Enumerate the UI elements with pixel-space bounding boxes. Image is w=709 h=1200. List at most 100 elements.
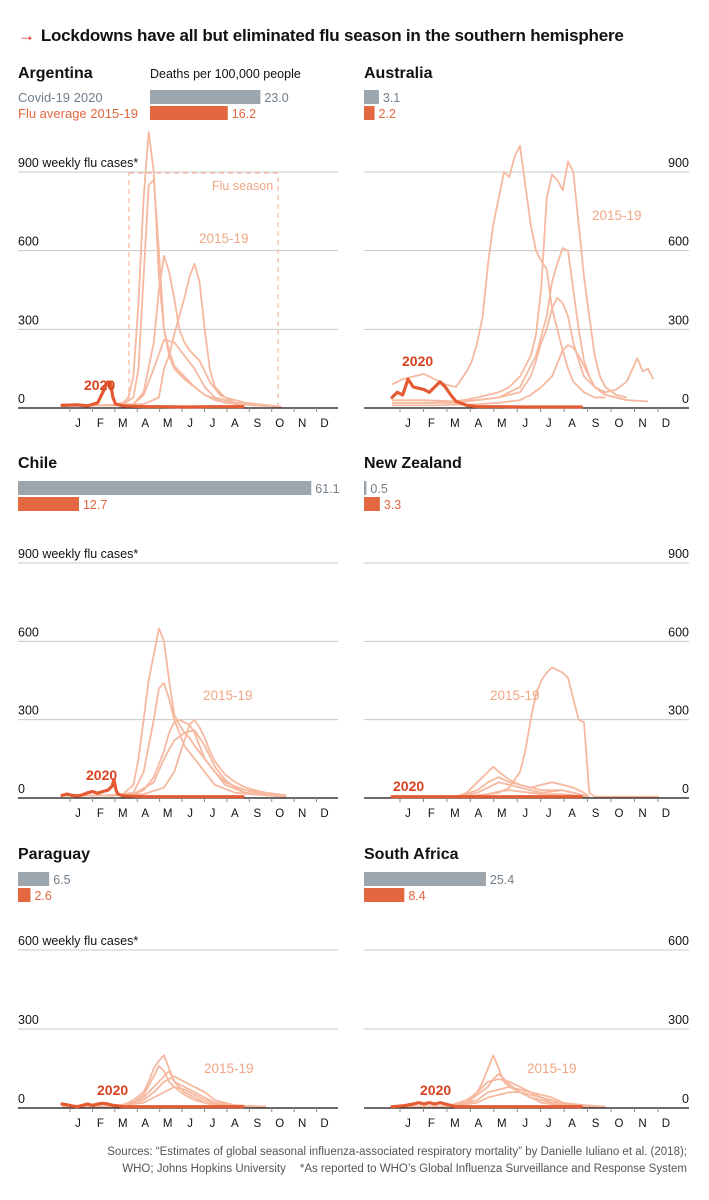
australia-series-2015-19-5 bbox=[392, 344, 649, 407]
argentina-country-title: Argentina bbox=[18, 65, 93, 82]
south-africa-label-2020: 2020 bbox=[420, 1082, 451, 1098]
south-africa-month-label: N bbox=[638, 1118, 646, 1130]
paraguay-flu-deaths-bar bbox=[18, 888, 31, 902]
paraguay-y-tick-label: 300 bbox=[18, 1013, 39, 1027]
chile-series-2015-19-4 bbox=[62, 718, 287, 797]
south-africa-month-label: M bbox=[497, 1118, 507, 1130]
chile-month-label: F bbox=[97, 808, 104, 820]
chile-month-label: O bbox=[275, 808, 284, 820]
australia-month-label: J bbox=[522, 418, 528, 430]
australia-month-label: J bbox=[405, 418, 411, 430]
chile-month-label: D bbox=[320, 808, 328, 820]
new-zealand-month-label: J bbox=[546, 808, 552, 820]
south-africa-series-2015-19-5 bbox=[392, 1091, 606, 1108]
legend-flu-label: Flu average 2015-19 bbox=[18, 106, 138, 121]
south-africa-month-label: F bbox=[428, 1118, 435, 1130]
argentina-month-label: O bbox=[275, 418, 284, 430]
paraguay-y-axis-label: 600 weekly flu cases* bbox=[18, 934, 138, 948]
south-africa-series-2020 bbox=[390, 1101, 583, 1109]
south-africa-series-2015-19-3 bbox=[392, 1078, 606, 1108]
new-zealand-y-tick-label: 600 bbox=[668, 625, 689, 639]
argentina-month-label: N bbox=[298, 418, 306, 430]
paraguay-flu-deaths-label: 2.6 bbox=[34, 889, 51, 903]
argentina-month-label: F bbox=[97, 418, 104, 430]
australia-label-2015-19: 2015-19 bbox=[592, 208, 642, 223]
chile-series-2020 bbox=[60, 778, 245, 799]
australia-month-label: N bbox=[638, 418, 646, 430]
new-zealand-month-label: O bbox=[615, 808, 624, 820]
new-zealand-y-tick-label: 900 bbox=[668, 547, 689, 561]
argentina-month-label: J bbox=[187, 418, 193, 430]
south-africa-month-label: J bbox=[522, 1118, 528, 1130]
australia-series-2020 bbox=[390, 377, 583, 409]
chart-title: → Lockdowns have all but eliminated flu s… bbox=[18, 26, 624, 46]
new-zealand-covid-deaths-bar bbox=[364, 481, 367, 495]
australia-series-2015-19-1 bbox=[391, 144, 606, 399]
deaths-header: Deaths per 100,000 people bbox=[150, 67, 301, 81]
chile-label-2015-19: 2015-19 bbox=[203, 688, 253, 703]
south-africa-month-label: D bbox=[662, 1118, 670, 1130]
new-zealand-label-2015-19: 2015-19 bbox=[490, 688, 540, 703]
new-zealand-series-2015-19-3 bbox=[392, 776, 590, 798]
australia-country-title: Australia bbox=[364, 65, 433, 82]
chile-y-axis-label: 900 weekly flu cases* bbox=[18, 547, 138, 561]
new-zealand-month-label: J bbox=[405, 808, 411, 820]
chile-month-label: J bbox=[187, 808, 193, 820]
new-zealand-month-label: F bbox=[428, 808, 435, 820]
paraguay-month-label: A bbox=[141, 1118, 149, 1130]
paraguay-series-2020 bbox=[60, 1101, 245, 1109]
argentina-month-label: M bbox=[163, 418, 173, 430]
paraguay-month-label: O bbox=[275, 1118, 284, 1130]
argentina-flu-season-box bbox=[128, 172, 279, 409]
australia-y-tick-label: 900 bbox=[668, 156, 689, 170]
south-africa-country-title: South Africa bbox=[364, 846, 459, 863]
new-zealand-flu-deaths-bar bbox=[364, 497, 380, 511]
south-africa-month-label: J bbox=[546, 1118, 552, 1130]
chart-title-text: Lockdowns have all but eliminated flu se… bbox=[40, 26, 624, 45]
chile-covid-deaths-label: 61.1 bbox=[315, 482, 339, 496]
argentina-month-label: A bbox=[141, 418, 149, 430]
chile-series-2015-19-5 bbox=[62, 729, 287, 797]
new-zealand-month-label: S bbox=[592, 808, 600, 820]
australia-y-tick-label: 0 bbox=[682, 392, 689, 406]
south-africa-label-2015-19: 2015-19 bbox=[527, 1061, 577, 1076]
arrow-right-icon: → bbox=[18, 26, 35, 45]
australia-month-label: D bbox=[662, 418, 670, 430]
paraguay-y-tick-label: 0 bbox=[18, 1092, 25, 1106]
new-zealand-series-2015-19-1 bbox=[392, 666, 659, 798]
source-line-2b: *As reported to WHO’s Global Influenza S… bbox=[299, 1163, 687, 1175]
source-line-2a: WHO; Johns Hopkins University bbox=[122, 1163, 286, 1175]
chile-flu-deaths-label: 12.7 bbox=[83, 498, 107, 512]
australia-covid-deaths-bar bbox=[364, 90, 379, 104]
chile-month-label: A bbox=[141, 808, 149, 820]
new-zealand-country-title: New Zealand bbox=[364, 455, 462, 472]
new-zealand-y-tick-label: 0 bbox=[682, 782, 689, 796]
australia-y-tick-label: 600 bbox=[668, 235, 689, 249]
legend-covid-label: Covid-19 2020 bbox=[18, 90, 103, 105]
new-zealand-month-label: D bbox=[662, 808, 670, 820]
australia-month-label: F bbox=[428, 418, 435, 430]
chile-country-title: Chile bbox=[18, 455, 57, 472]
source-line-1: Sources: “Estimates of global seasonal i… bbox=[107, 1146, 687, 1158]
south-africa-y-tick-label: 300 bbox=[668, 1013, 689, 1027]
south-africa-covid-deaths-label: 25.4 bbox=[490, 873, 514, 887]
paraguay-label-2020: 2020 bbox=[97, 1082, 128, 1098]
south-africa-y-tick-label: 600 bbox=[668, 934, 689, 948]
argentina-y-axis-label: 900 weekly flu cases* bbox=[18, 156, 138, 170]
chile-month-label: J bbox=[75, 808, 81, 820]
australia-label-2020: 2020 bbox=[402, 353, 433, 369]
paraguay-covid-deaths-label: 6.5 bbox=[53, 873, 70, 887]
south-africa-month-label: M bbox=[450, 1118, 460, 1130]
chile-flu-deaths-bar bbox=[18, 497, 79, 511]
argentina-month-label: J bbox=[75, 418, 81, 430]
australia-series-2015-19-2 bbox=[392, 160, 627, 403]
source-note: Sources: “Estimates of global seasonal i… bbox=[107, 1144, 687, 1178]
chile-month-label: J bbox=[210, 808, 216, 820]
paraguay-month-label: M bbox=[163, 1118, 173, 1130]
argentina-y-tick-label: 600 bbox=[18, 235, 39, 249]
argentina-flu-deaths-label: 16.2 bbox=[232, 107, 256, 121]
argentina-flu-season-label: Flu season bbox=[212, 179, 273, 193]
argentina-label-2015-19: 2015-19 bbox=[199, 231, 249, 246]
paraguay-month-label: F bbox=[97, 1118, 104, 1130]
south-africa-flu-deaths-bar bbox=[364, 888, 405, 902]
